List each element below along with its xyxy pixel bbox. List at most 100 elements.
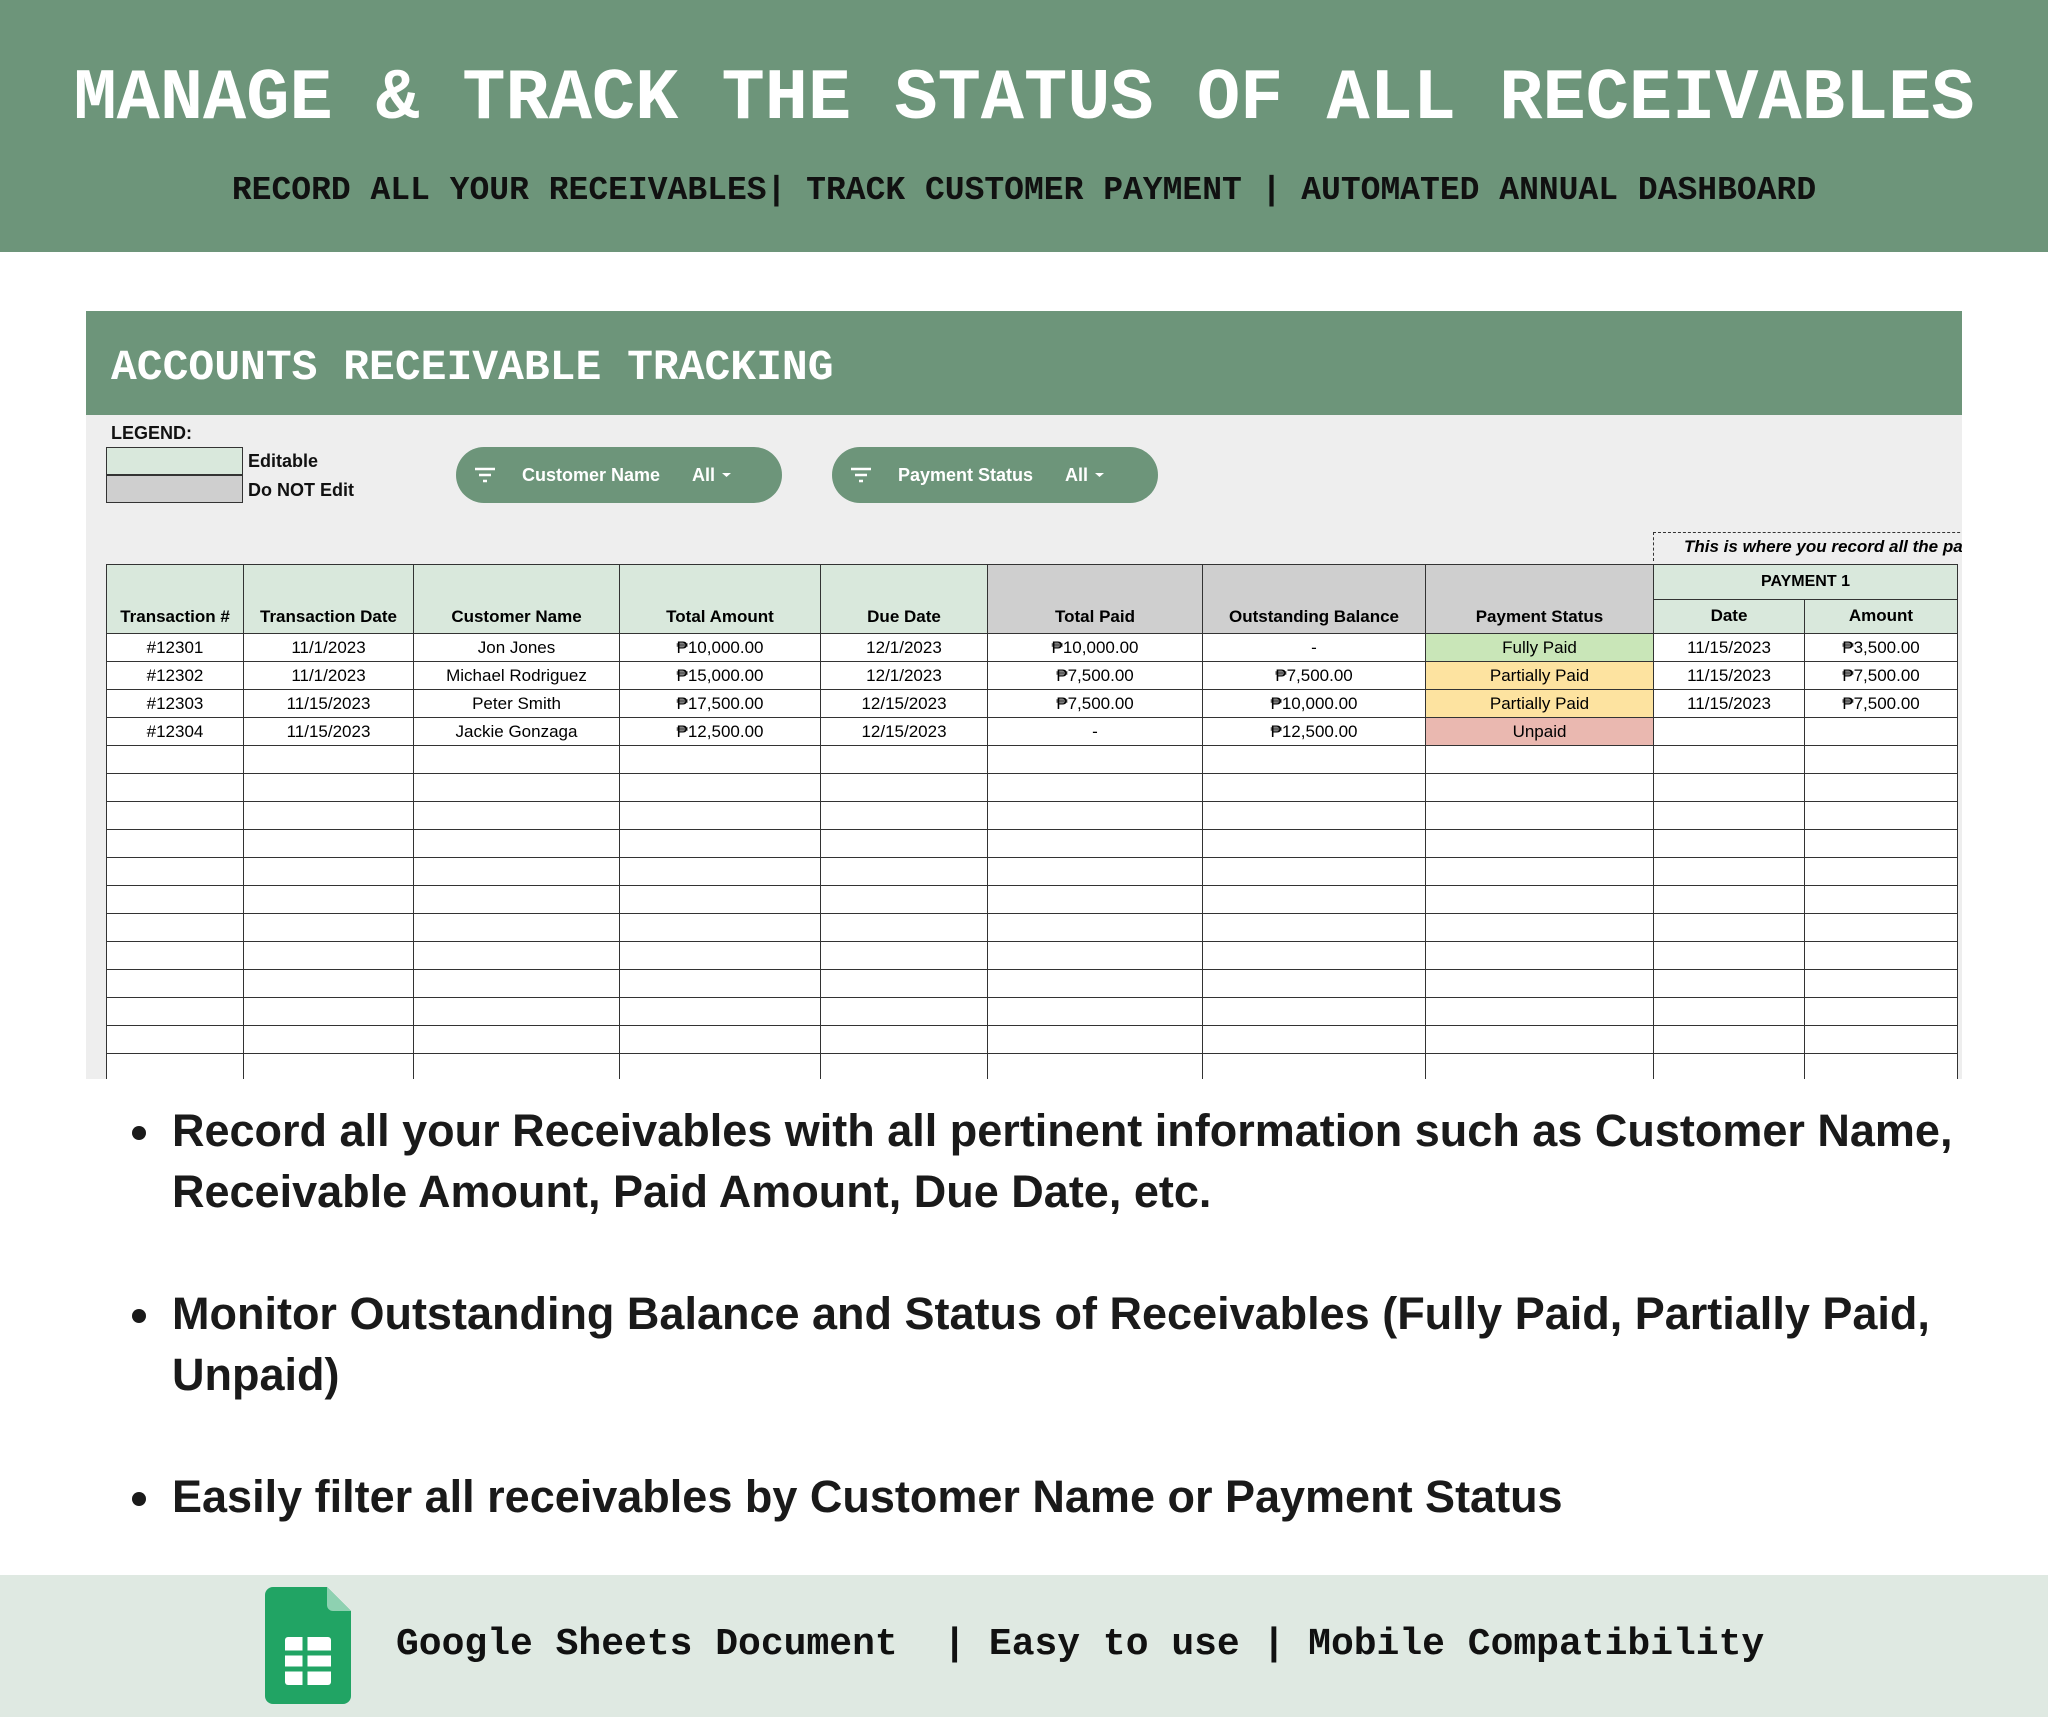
- caret: [1095, 473, 1105, 477]
- group-header: PAYMENT 1: [1652, 564, 1959, 600]
- cell: [1425, 885, 1654, 914]
- cell: [1803, 773, 1959, 802]
- cell: [1425, 1053, 1654, 1079]
- empty-row: [106, 941, 1959, 970]
- cell: [619, 857, 821, 886]
- cell: ₱12,500.00: [619, 717, 821, 746]
- empty-row: [106, 829, 1959, 858]
- legend-label: LEGEND:: [111, 423, 192, 443]
- cell: ₱7,500.00: [1202, 661, 1426, 690]
- empty-row: [106, 857, 1959, 886]
- cell: [1653, 969, 1805, 998]
- cell: [1425, 941, 1654, 970]
- cell: ₱7,500.00: [1803, 661, 1959, 690]
- cell: Jon Jones: [413, 633, 620, 662]
- filter-button[interactable]: Payment Status All: [832, 447, 1158, 503]
- data-row: #12302 11/1/2023 Michael Rodriguez ₱15,000.…: [106, 661, 1959, 690]
- header-row: Date Amount: [107, 598, 1959, 634]
- cell: [1202, 1053, 1426, 1079]
- cell: [619, 941, 821, 970]
- cell: ₱15,000.00: [619, 661, 821, 690]
- cell: ₱10,000.00: [987, 633, 1203, 662]
- legend-item: Do NOT Edit: [248, 480, 354, 500]
- cell: [1803, 717, 1959, 746]
- empty-row: [106, 1053, 1959, 1079]
- cell: [243, 969, 414, 998]
- empty-row: [106, 997, 1959, 1026]
- cell: [619, 745, 821, 774]
- legend-item: Editable: [248, 451, 319, 471]
- cell: [1653, 997, 1805, 1026]
- cell: [987, 885, 1203, 914]
- cell: [1202, 969, 1426, 998]
- cell: [987, 997, 1203, 1026]
- feature-item: Record all your Receivables with all per…: [166, 1100, 2006, 1222]
- empty-row: [106, 745, 1959, 774]
- cell: ₱10,000.00: [1202, 689, 1426, 718]
- cell: [619, 773, 821, 802]
- cell: [243, 1053, 414, 1079]
- column-header: Payment Status: [1425, 564, 1654, 634]
- cell: [243, 941, 414, 970]
- cell: [413, 1053, 620, 1079]
- cell: [987, 1053, 1203, 1079]
- cell: [243, 857, 414, 886]
- cell: [1803, 885, 1959, 914]
- cell: [413, 1025, 620, 1054]
- filter-label: Payment Status: [898, 464, 1034, 485]
- cell: [619, 801, 821, 830]
- cell: [106, 885, 244, 914]
- cell: [243, 1025, 414, 1054]
- cell: [1653, 1025, 1805, 1054]
- cell: Michael Rodriguez: [413, 661, 620, 690]
- cell: [987, 829, 1203, 858]
- cell: [1653, 941, 1805, 970]
- cell: [106, 1053, 244, 1079]
- cell: [106, 913, 244, 942]
- empty-row: [106, 1025, 1959, 1054]
- empty-row: [106, 969, 1959, 998]
- filter-button[interactable]: Customer Name All: [456, 447, 782, 503]
- cell: [820, 913, 988, 942]
- cell: [1425, 829, 1654, 858]
- cell: #12301: [106, 633, 244, 662]
- cell: 11/15/2023: [1653, 661, 1805, 690]
- cell: [243, 801, 414, 830]
- cell: ₱12,500.00: [1202, 717, 1426, 746]
- column-header: Date: [1653, 598, 1805, 634]
- cell: [106, 941, 244, 970]
- cell: 11/1/2023: [243, 633, 414, 662]
- cell: #12303: [106, 689, 244, 718]
- cell: [1803, 801, 1959, 830]
- cell: [413, 969, 620, 998]
- cell: [987, 969, 1203, 998]
- cell: [1803, 969, 1959, 998]
- column-header: Outstanding Balance: [1202, 564, 1426, 634]
- cell: -: [1202, 633, 1426, 662]
- cell: [1425, 1025, 1654, 1054]
- cell: -: [987, 717, 1203, 746]
- cell: [1202, 745, 1426, 774]
- cell: [1202, 857, 1426, 886]
- data-row: #12301 11/1/2023 Jon Jones ₱10,000.00 12/1/2…: [106, 633, 1959, 662]
- cell: [1425, 857, 1654, 886]
- cell: [106, 745, 244, 774]
- cell: [1653, 745, 1805, 774]
- cell: [413, 829, 620, 858]
- cell: Peter Smith: [413, 689, 620, 718]
- footer: Google Sheets Document | Easy to use | M…: [0, 1575, 2048, 1717]
- cell: ₱7,500.00: [987, 661, 1203, 690]
- cell: [1202, 829, 1426, 858]
- filter-icon: [851, 467, 871, 483]
- cell: [106, 801, 244, 830]
- page-subtitle: RECORD ALL YOUR RECEIVABLES| TRACK CUSTO…: [231, 172, 1817, 209]
- cell: [987, 773, 1203, 802]
- cell: [1202, 885, 1426, 914]
- feature-list: Record all your Receivables with all per…: [120, 1100, 2006, 1588]
- header-band: MANAGE & TRACK THE STATUS OF ALL RECEIVA…: [0, 0, 2048, 252]
- sheets-icon: [265, 1587, 351, 1704]
- cell: [987, 1025, 1203, 1054]
- cell: [820, 1053, 988, 1079]
- column-header: Customer Name: [413, 564, 620, 634]
- cell: [820, 885, 988, 914]
